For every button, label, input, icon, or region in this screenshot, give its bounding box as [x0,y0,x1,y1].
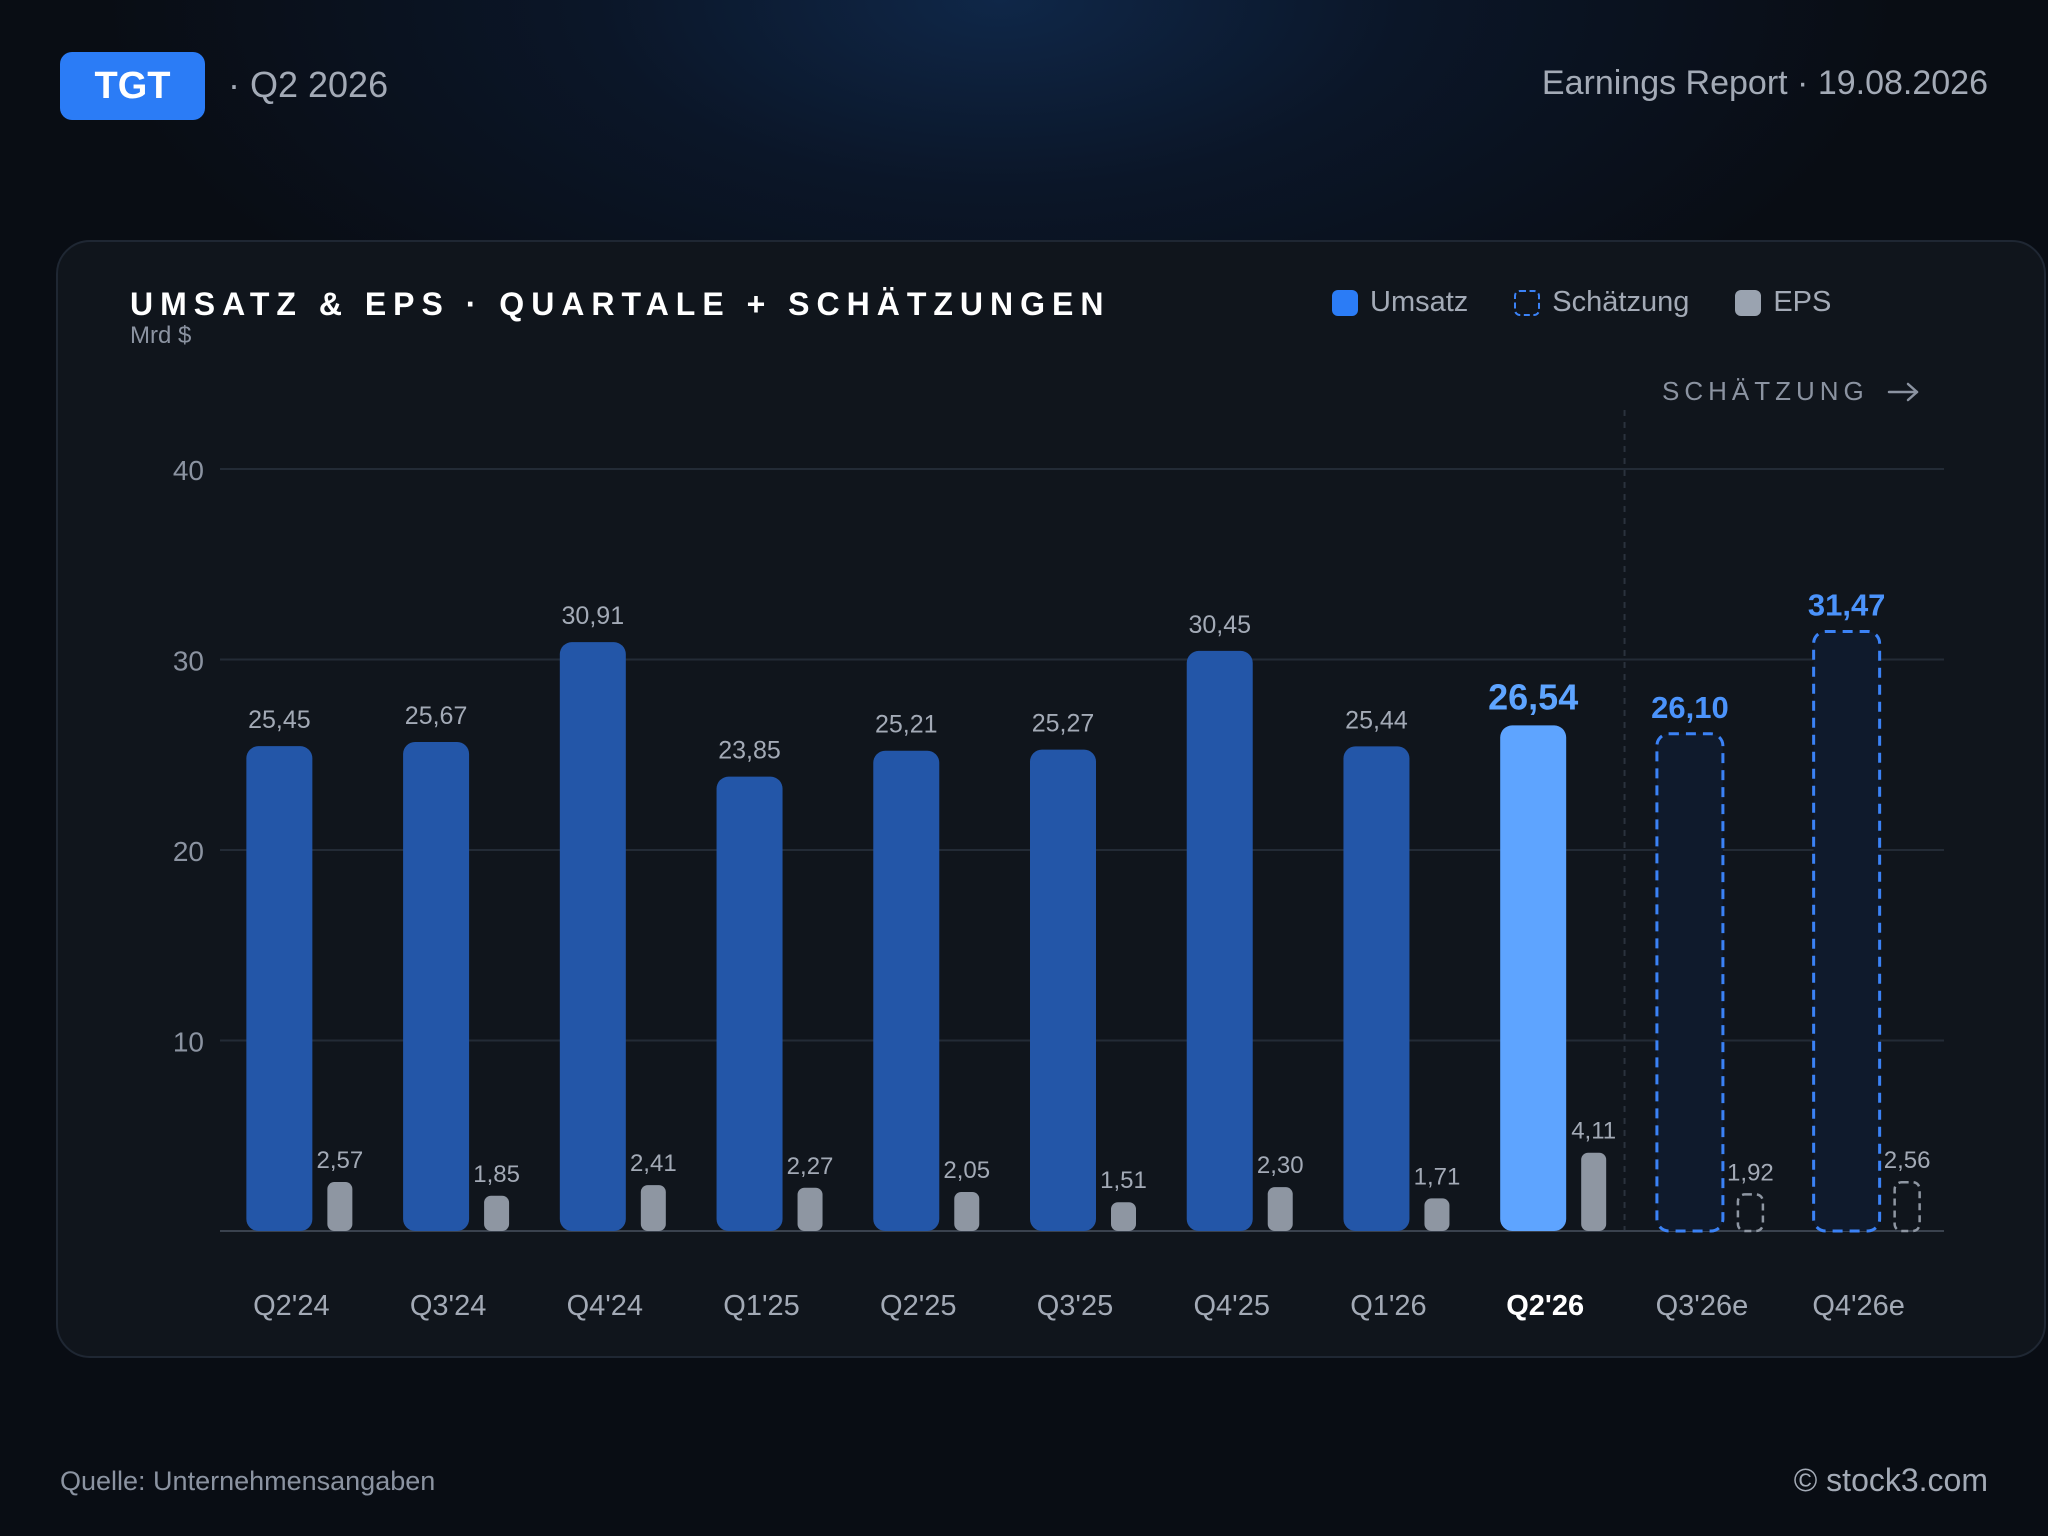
chart-legend: Umsatz Schätzung EPS [1332,286,1831,319]
x-tick-label: Q4'26e [1812,1290,1905,1322]
x-tick-label: Q2'25 [880,1290,956,1322]
revenue-value-label: 26,54 [1488,676,1578,717]
x-tick-label: Q2'24 [253,1290,329,1322]
y-tick-label: 10 [173,1027,204,1058]
eps-value-label: 4,11 [1571,1118,1616,1145]
x-tick-label: Q3'24 [410,1290,486,1322]
legend-swatch-revenue [1332,289,1358,316]
eps-value-label: 2,41 [630,1150,677,1177]
chart-title: UMSATZ & EPS · QUARTALE + SCHÄTZUNGEN [130,286,1111,322]
eps-value-label: 2,05 [943,1157,990,1184]
revenue-bar [1186,650,1253,1231]
source-note: Quelle: Unternehmensangaben [60,1466,436,1496]
y-tick-label: 40 [173,455,204,486]
legend-swatch-estimate [1514,289,1541,316]
eps-bar [1111,1202,1136,1231]
revenue-bar [716,776,783,1231]
eps-value-label: 2,30 [1257,1152,1304,1179]
legend-swatch-eps [1735,289,1762,316]
eps-value-label: 2,57 [317,1147,364,1174]
eps-bar [797,1187,823,1231]
x-tick-label: Q2'26 [1506,1290,1584,1322]
revenue-bar [1500,725,1567,1231]
revenue-value-label: 25,21 [875,711,938,739]
eps-value-label: 1,51 [1100,1167,1147,1194]
revenue-value-label: 25,27 [1032,710,1095,738]
revenue-value-label: 26,10 [1651,690,1729,725]
revenue-value-label: 25,67 [405,702,468,730]
eps-bar [1581,1152,1607,1231]
revenue-bar [1030,749,1096,1231]
ticker-badge: TGT [60,52,205,120]
eps-value-label: 1,92 [1727,1159,1774,1186]
revenue-value-label: 25,45 [248,706,311,734]
eps-value-label: 1,85 [473,1161,520,1188]
revenue-bar-estimate [1812,629,1882,1233]
y-tick-label: 30 [173,646,204,677]
revenue-bar [246,746,313,1231]
eps-bar [954,1191,980,1231]
estimate-marker: SCHÄTZUNG [1662,376,1921,407]
legend-label-eps: EPS [1773,286,1832,318]
legend-label-estimate: Schätzung [1552,286,1690,318]
eps-bar [640,1185,666,1231]
eps-bar [327,1182,353,1231]
eps-bar [484,1195,510,1231]
eps-bar [1267,1187,1293,1231]
x-tick-label: Q3'26e [1656,1290,1749,1322]
quarter-label: · Q2 2026 [228,64,389,105]
x-tick-label: Q3'25 [1037,1290,1113,1322]
eps-bar-estimate [1736,1193,1765,1233]
chart-unit: Mrd $ [130,322,192,349]
y-tick-label: 20 [173,836,204,867]
legend-item-revenue: Umsatz [1332,286,1468,319]
x-tick-label: Q4'25 [1193,1290,1269,1322]
x-tick-label: Q1'26 [1350,1290,1426,1322]
revenue-value-label: 30,45 [1188,611,1251,639]
eps-value-label: 2,56 [1884,1147,1931,1174]
eps-bar [1424,1198,1450,1231]
revenue-value-label: 23,85 [718,737,781,765]
eps-value-label: 2,27 [787,1153,834,1180]
x-tick-label: Q4'24 [567,1290,643,1322]
eps-bar-estimate [1893,1180,1921,1233]
x-tick-label: Q1'25 [723,1290,799,1322]
estimate-marker-label: SCHÄTZUNG [1662,376,1869,406]
revenue-value-label: 25,44 [1345,706,1408,734]
eps-value-label: 1,71 [1414,1163,1461,1190]
revenue-value-label: 30,91 [562,602,625,630]
arrow-right-icon [1887,382,1919,401]
legend-label-revenue: Umsatz [1370,286,1469,318]
revenue-bar [403,741,470,1231]
legend-item-estimate: Schätzung [1514,286,1689,319]
brand-credit: © stock3.com [1793,1462,1988,1498]
legend-item-eps: EPS [1735,286,1831,319]
revenue-value-label: 31,47 [1808,587,1886,622]
revenue-bar [1343,746,1410,1231]
report-date: Earnings Report · 19.08.2026 [1541,64,1988,102]
revenue-bar [873,750,940,1231]
revenue-bar-estimate [1655,732,1725,1233]
revenue-bar [559,642,626,1231]
